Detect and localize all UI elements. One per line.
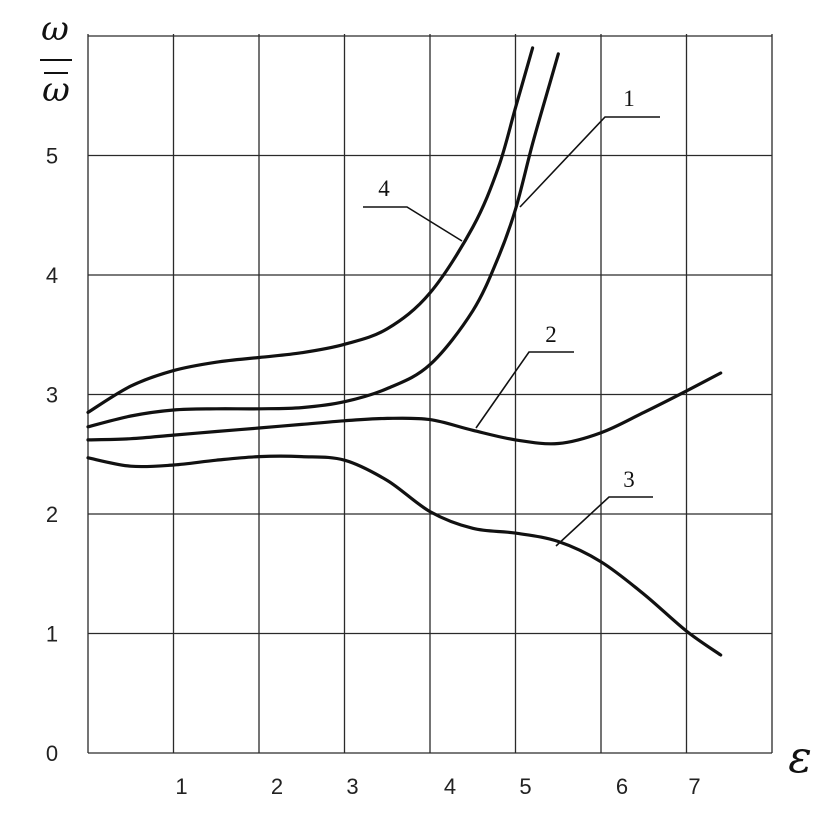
- series-3-label: 3: [623, 467, 635, 492]
- x-tick-label: 5: [519, 774, 531, 799]
- y-tick-label: 1: [46, 622, 58, 647]
- series-4-leader-line: [363, 206, 463, 242]
- x-tick-label: 6: [616, 774, 628, 799]
- y-axis-title-denominator: ω: [42, 70, 70, 110]
- x-tick-label: 4: [444, 774, 456, 799]
- series-3-line: [86, 454, 723, 657]
- series-2-line: [86, 371, 723, 446]
- y-tick-label: 2: [46, 502, 58, 527]
- grid: [87, 34, 773, 754]
- y-tick-label: 0: [46, 741, 58, 766]
- y-axis-title-numerator: ω: [41, 9, 69, 49]
- x-tick-label: 7: [688, 774, 700, 799]
- y-tick-label: 3: [46, 383, 58, 408]
- series-1-leader-line: [519, 116, 660, 208]
- y-tick-label: 5: [46, 144, 58, 169]
- series-2-leader-line: [475, 351, 574, 429]
- x-tick-label: 3: [346, 774, 358, 799]
- x-tick-label: 1: [175, 774, 187, 799]
- series-4-line: [86, 46, 535, 414]
- series-labels: 1 2 3 4: [378, 86, 635, 492]
- series-3-leader-line: [555, 496, 653, 547]
- series-curves: [86, 46, 723, 657]
- x-tick-labels: 1 2 3 4 5 6 7: [175, 774, 700, 799]
- x-axis-title: ε: [788, 732, 812, 783]
- y-axis-title: ω ω: [40, 9, 72, 110]
- x-tick-label: 2: [271, 774, 283, 799]
- series-label-leaders: [363, 116, 660, 547]
- series-1-label: 1: [623, 86, 635, 111]
- series-2-label: 2: [545, 322, 557, 347]
- series-4-label: 4: [378, 176, 390, 201]
- series-1-line: [86, 52, 560, 429]
- y-tick-label: 4: [46, 263, 58, 288]
- y-tick-labels: 0 1 2 3 4 5: [46, 144, 58, 767]
